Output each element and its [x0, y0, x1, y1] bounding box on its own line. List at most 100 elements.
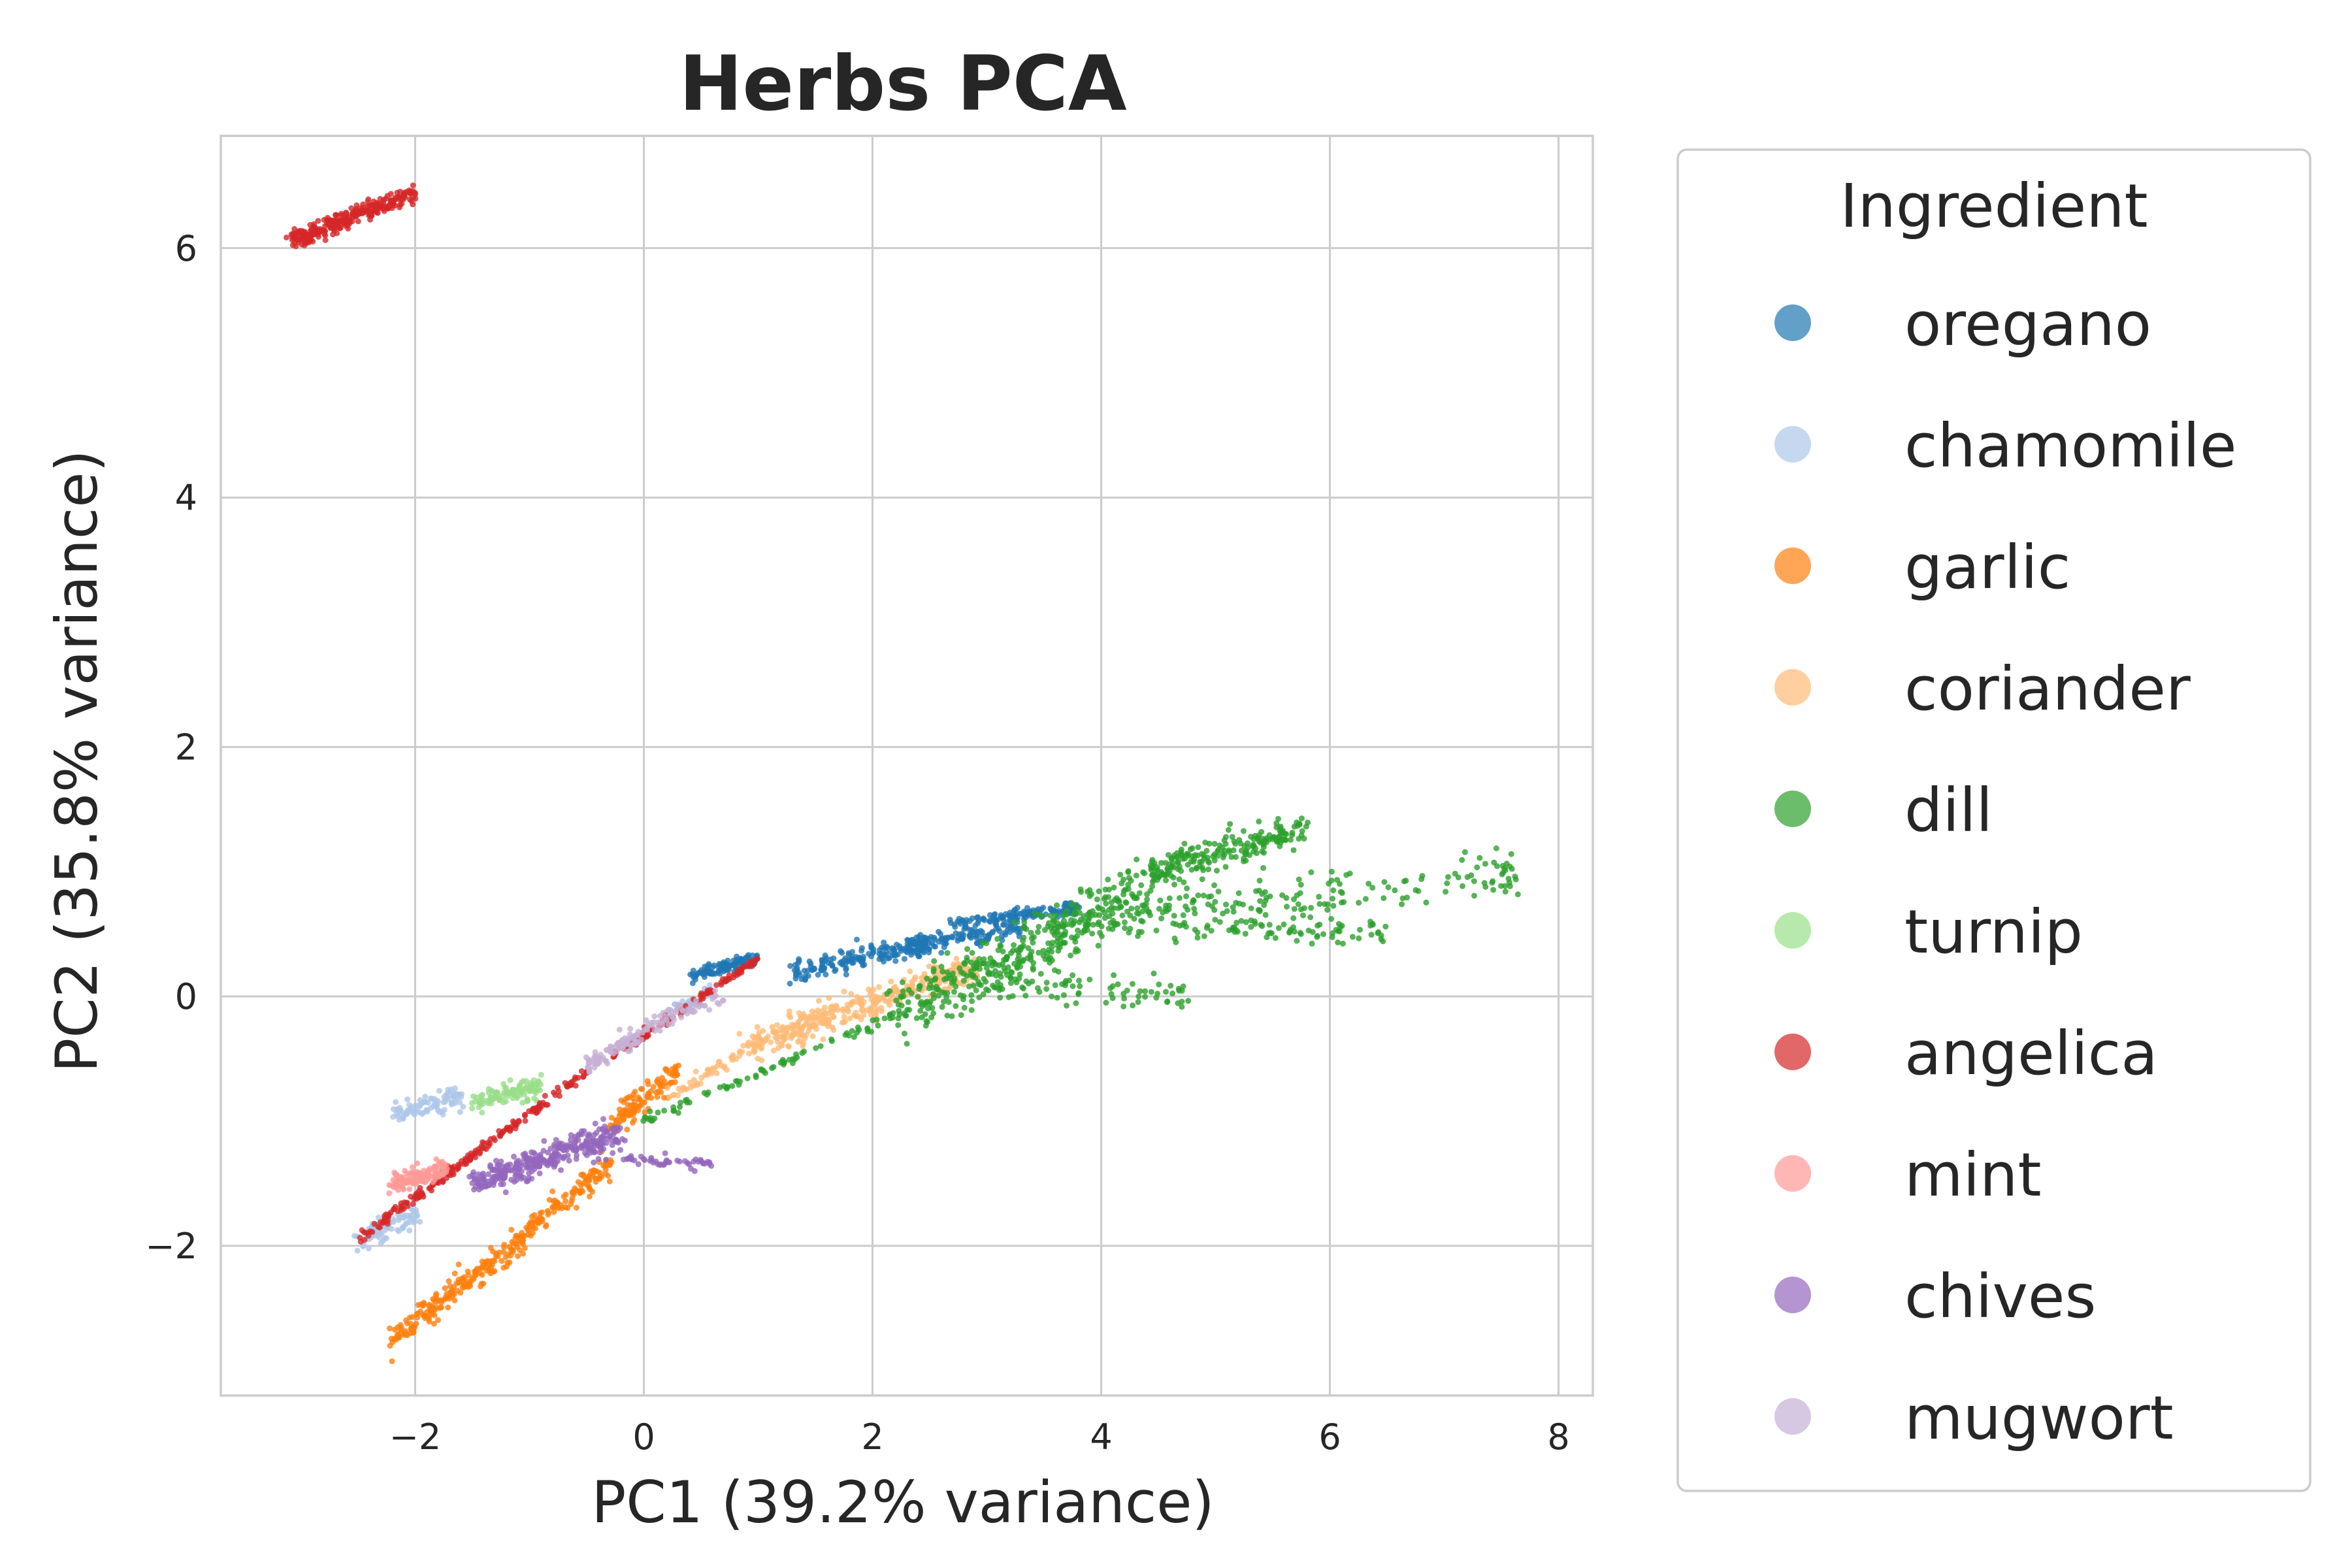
point-dill — [1054, 902, 1060, 909]
point-angelica — [375, 1224, 382, 1230]
point-turnip — [479, 1109, 485, 1116]
point-coriander — [830, 1014, 837, 1021]
point-oregano — [854, 936, 860, 943]
point-coriander — [729, 1054, 736, 1060]
point-chives — [491, 1173, 497, 1180]
point-oregano — [896, 945, 903, 952]
point-dill — [1275, 924, 1282, 931]
point-chives — [536, 1163, 543, 1169]
point-dill — [1230, 904, 1236, 911]
point-coriander — [844, 1006, 851, 1013]
point-coriander — [909, 981, 915, 988]
point-dill — [913, 1015, 920, 1021]
point-coriander — [765, 1033, 771, 1039]
point-coriander — [868, 1007, 874, 1013]
point-dill — [1137, 988, 1143, 994]
point-dill — [1140, 869, 1147, 875]
point-garlic — [657, 1079, 664, 1086]
y-tick-label: 4 — [175, 478, 197, 519]
point-dill — [1211, 882, 1218, 889]
point-angelica — [327, 224, 334, 231]
point-dill — [1184, 862, 1191, 868]
point-dill — [1471, 878, 1477, 885]
point-dill — [1491, 859, 1497, 866]
point-angelica — [727, 976, 733, 982]
point-oregano — [794, 965, 800, 971]
point-oregano — [819, 959, 826, 966]
point-dill — [1220, 910, 1226, 917]
point-dill — [1271, 834, 1277, 840]
point-chives — [558, 1167, 564, 1173]
point-dill — [904, 1041, 910, 1047]
point-angelica — [455, 1165, 461, 1171]
point-garlic — [561, 1194, 567, 1200]
point-dill — [1179, 998, 1185, 1005]
point-chives — [470, 1169, 477, 1175]
point-dill — [924, 975, 930, 982]
point-garlic — [410, 1330, 417, 1336]
point-dill — [1151, 970, 1157, 977]
point-angelica — [295, 229, 301, 235]
point-dill — [1238, 918, 1245, 924]
point-dill — [1049, 943, 1055, 950]
point-dill — [1356, 935, 1362, 941]
point-dill — [1028, 930, 1034, 936]
point-oregano — [938, 936, 944, 943]
point-coriander — [878, 1005, 885, 1011]
point-dill — [1375, 930, 1381, 936]
point-garlic — [486, 1267, 493, 1274]
point-dill — [1011, 919, 1018, 925]
point-dill — [1385, 884, 1392, 890]
point-chives — [466, 1173, 473, 1180]
point-chamomile — [406, 1102, 412, 1108]
point-oregano — [938, 949, 945, 956]
point-coriander — [751, 1047, 757, 1053]
point-dill — [1337, 889, 1344, 895]
scatter-points — [284, 182, 1521, 1364]
point-chives — [614, 1124, 621, 1131]
point-dill — [901, 1030, 907, 1037]
point-dill — [1214, 868, 1220, 874]
point-dill — [917, 1007, 924, 1014]
point-chives — [635, 1161, 642, 1168]
point-dill — [1185, 998, 1192, 1004]
point-dill — [1111, 972, 1117, 979]
point-turnip — [488, 1100, 495, 1107]
point-dill — [677, 1103, 683, 1110]
point-chives — [568, 1137, 574, 1143]
point-oregano — [730, 957, 737, 964]
point-oregano — [979, 916, 986, 923]
point-coriander — [820, 1019, 826, 1025]
point-mugwort — [685, 1007, 691, 1014]
point-dill — [701, 1090, 708, 1096]
point-dill — [896, 1011, 903, 1018]
point-dill — [1512, 874, 1518, 880]
point-mint — [400, 1186, 407, 1193]
point-angelica — [466, 1157, 472, 1164]
point-chives — [536, 1170, 543, 1177]
point-dill — [922, 1011, 928, 1017]
point-angelica — [514, 1122, 520, 1128]
point-dill — [1368, 932, 1375, 938]
point-oregano — [1021, 913, 1028, 919]
point-dill — [1188, 866, 1195, 873]
point-dill — [1035, 985, 1041, 991]
point-mugwort — [631, 1036, 638, 1042]
point-dill — [1095, 904, 1102, 910]
point-mugwort — [627, 1026, 634, 1032]
point-garlic — [464, 1278, 470, 1284]
point-coriander — [802, 1021, 809, 1028]
point-garlic — [631, 1117, 638, 1123]
point-dill — [1248, 905, 1254, 911]
point-mint — [433, 1164, 439, 1170]
point-coriander — [736, 1030, 743, 1037]
point-chamomile — [404, 1096, 411, 1103]
point-dill — [1309, 929, 1316, 936]
point-garlic — [530, 1230, 536, 1236]
legend-label: chamomile — [1904, 411, 2237, 481]
point-dill — [944, 1013, 951, 1019]
point-dill — [1064, 921, 1071, 928]
point-chives — [662, 1150, 668, 1156]
point-chives — [596, 1126, 602, 1132]
point-mint — [424, 1172, 431, 1178]
